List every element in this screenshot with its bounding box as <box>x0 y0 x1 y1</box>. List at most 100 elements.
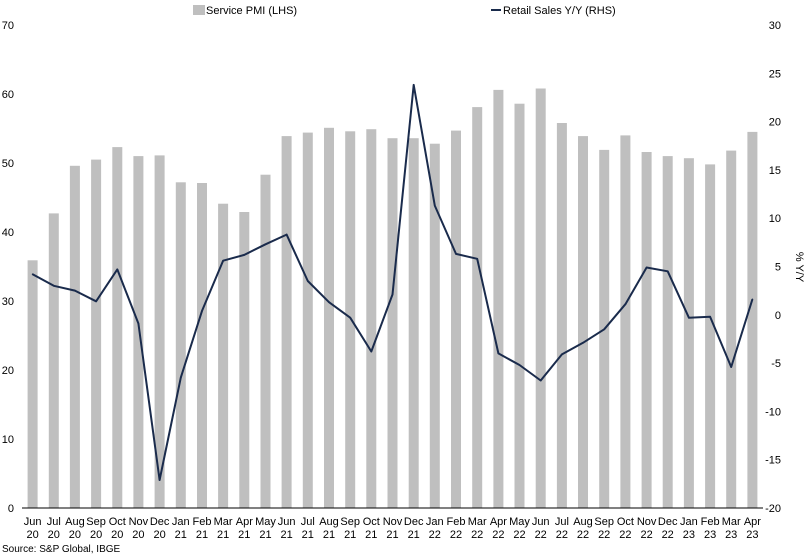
x-tick-month: Dec <box>150 516 170 528</box>
pmi-bar <box>133 156 144 508</box>
retail-sales-point <box>307 280 309 282</box>
pmi-bar <box>260 174 271 508</box>
pmi-bar <box>683 158 694 508</box>
x-tick-month: Aug <box>573 516 593 528</box>
pmi-bar <box>175 182 186 509</box>
x-tick-month: Dec <box>404 516 424 528</box>
x-tick-year: 20 <box>132 529 144 541</box>
pmi-bar <box>281 136 292 508</box>
retail-sales-point <box>751 298 754 301</box>
x-tick-month: Jun <box>532 516 550 528</box>
retail-sales-point <box>497 352 500 355</box>
pmi-bar <box>69 165 80 509</box>
x-tick-month: Oct <box>617 516 634 528</box>
left-tick-label: 60 <box>2 89 14 101</box>
left-tick-label: 30 <box>2 296 14 308</box>
x-tick-year: 23 <box>725 529 737 541</box>
x-tick-month: Apr <box>490 516 507 528</box>
retail-sales-point <box>158 479 161 481</box>
retail-sales-point <box>391 293 394 296</box>
pmi-bar <box>514 103 525 508</box>
x-tick-month: Aug <box>65 516 85 528</box>
x-tick-year: 22 <box>429 529 441 541</box>
x-tick-year: 21 <box>323 529 335 541</box>
retail-sales-point <box>264 243 267 246</box>
right-tick-label: -15 <box>765 455 781 467</box>
x-tick-year: 22 <box>556 529 568 541</box>
x-tick-year: 21 <box>408 529 420 541</box>
x-tick-year: 22 <box>662 529 674 541</box>
x-tick-year: 20 <box>153 529 165 541</box>
pmi-bar <box>387 138 398 508</box>
x-tick-month: Jul <box>301 516 315 528</box>
retail-sales-point <box>709 315 711 318</box>
left-tick-label: 10 <box>2 434 14 446</box>
pmi-bar <box>197 183 207 508</box>
left-tick-label: 40 <box>2 227 14 239</box>
x-tick-year: 21 <box>238 529 250 541</box>
left-tick-label: 50 <box>2 158 14 170</box>
x-tick-month: Sep <box>340 516 360 528</box>
x-tick-month: Feb <box>193 516 212 528</box>
retail-sales-point <box>476 258 479 260</box>
pmi-bar <box>641 152 652 508</box>
retail-sales-point <box>328 301 330 304</box>
right-tick-label: 10 <box>769 213 781 225</box>
x-tick-month: Nov <box>129 516 149 528</box>
retail-sales-point <box>645 266 648 269</box>
x-tick-month: Mar <box>722 516 741 528</box>
pmi-bar <box>112 147 123 508</box>
legend-swatch-bar <box>193 5 205 15</box>
right-axis-title: % Y/Y <box>793 252 805 283</box>
retail-sales-point <box>412 84 415 86</box>
x-tick-year: 22 <box>535 529 547 541</box>
retail-sales-point <box>518 364 521 366</box>
retail-sales-point <box>243 254 246 256</box>
right-tick-label: 30 <box>769 20 781 32</box>
legend-label-retail: Retail Sales Y/Y (RHS) <box>503 5 616 17</box>
x-tick-year: 21 <box>196 529 208 541</box>
pmi-bar <box>218 203 229 508</box>
x-tick-year: 20 <box>90 529 102 541</box>
x-tick-year: 22 <box>598 529 610 541</box>
pmi-bar <box>578 136 588 508</box>
retail-sales-point <box>539 379 542 382</box>
retail-sales-line-group <box>31 83 754 481</box>
x-tick-month: Jan <box>172 516 190 528</box>
x-tick-month: Jun <box>24 516 42 528</box>
pmi-bar <box>493 89 504 509</box>
pmi-bar <box>324 127 334 509</box>
pmi-bar <box>472 107 483 508</box>
x-tick-year: 22 <box>619 529 631 541</box>
x-tick-year: 21 <box>344 529 356 541</box>
x-tick-year: 22 <box>492 529 504 541</box>
retail-sales-point <box>74 289 76 292</box>
retail-sales-point <box>53 285 55 287</box>
pmi-bar <box>620 135 631 508</box>
right-tick-label: -10 <box>765 406 781 418</box>
x-tick-month: Jul <box>47 516 61 528</box>
x-tick-year: 21 <box>386 529 398 541</box>
x-tick-month: Feb <box>447 516 466 528</box>
retail-sales-point <box>137 322 140 325</box>
source-note: Source: S&P Global, IBGE <box>2 544 121 555</box>
pmi-bar <box>705 164 716 508</box>
retail-sales-point <box>285 233 288 236</box>
retail-sales-point <box>624 303 627 306</box>
pmi-bar <box>726 150 737 508</box>
retail-sales-point <box>201 310 203 312</box>
retail-sales-point <box>116 268 119 271</box>
pmi-bar <box>429 143 440 508</box>
x-tick-month: Mar <box>468 516 487 528</box>
right-tick-label: -5 <box>771 358 781 370</box>
x-tick-month: Nov <box>637 516 657 528</box>
x-tick-year: 23 <box>746 529 758 541</box>
pmi-bar <box>408 138 419 508</box>
x-tick-year: 20 <box>111 529 123 541</box>
x-tick-year: 21 <box>175 529 187 541</box>
x-tick-month: Jan <box>680 516 698 528</box>
x-tick-month: May <box>255 516 276 528</box>
right-tick-label: 0 <box>775 310 781 322</box>
x-tick-month: Dec <box>658 516 678 528</box>
x-tick-month: Apr <box>236 516 253 528</box>
